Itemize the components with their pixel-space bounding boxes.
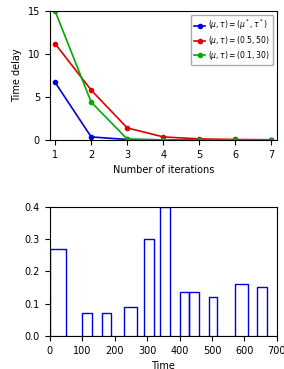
Legend: $(\mu, \tau) = (\mu^*, \tau^*)$, $(\mu, \tau) = (0.5, 50)$, $(\mu, \tau) = (0.1,: $(\mu, \tau) = (\mu^*, \tau^*)$, $(\mu, … xyxy=(191,15,273,65)
X-axis label: Time: Time xyxy=(151,361,175,369)
Y-axis label: Time delay: Time delay xyxy=(12,49,22,102)
X-axis label: Number of iterations: Number of iterations xyxy=(113,165,214,175)
